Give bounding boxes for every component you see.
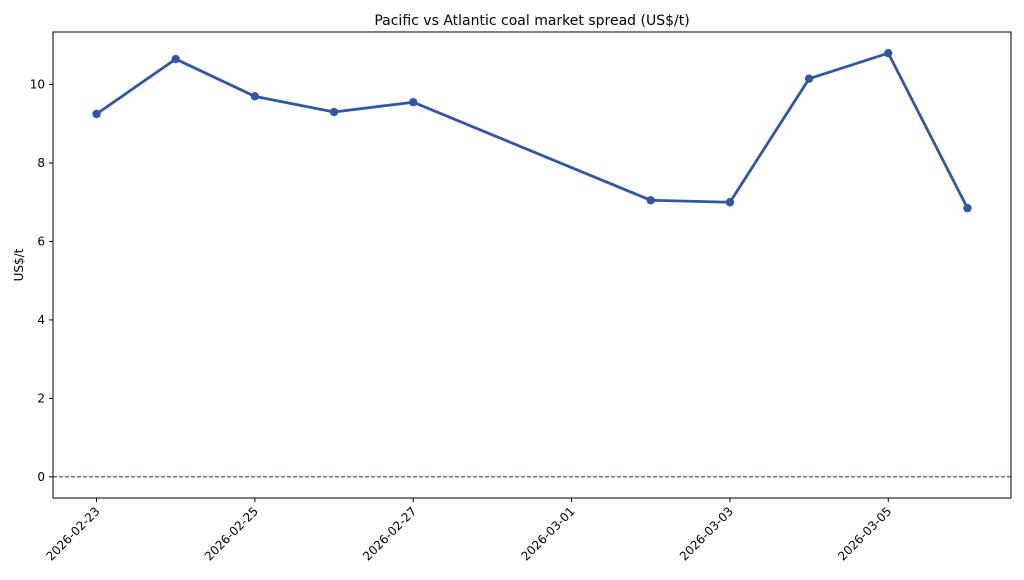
- y-tick-label: 10: [30, 78, 45, 92]
- y-tick-label: 6: [37, 234, 45, 248]
- data-point-2026-02-23: [92, 109, 101, 119]
- x-tick-label: 2026-03-03: [677, 504, 736, 563]
- y-axis: 0 2 4 6 8 10: [30, 78, 53, 484]
- chart-title: Pacific vs Atlantic coal market spread (…: [374, 13, 689, 29]
- data-point-2026-03-04: [804, 74, 814, 83]
- data-point-2026-02-26: [329, 107, 339, 117]
- data-point-2026-02-24: [171, 54, 180, 64]
- series-line: [95, 51, 969, 209]
- data-point-2026-02-25: [250, 92, 260, 101]
- y-tick-label: 4: [37, 313, 45, 327]
- x-tick-label: 2026-02-27: [360, 504, 419, 563]
- series-spread: [92, 48, 972, 213]
- x-tick-label: 2026-03-01: [518, 504, 577, 563]
- y-tick-label: 0: [37, 470, 45, 484]
- data-point-2026-03-03: [725, 198, 735, 207]
- y-axis-label: US$/t: [12, 248, 26, 281]
- x-tick-label: 2026-02-25: [202, 504, 261, 563]
- data-point-2026-03-05: [884, 48, 893, 58]
- x-tick-label: 2026-03-05: [835, 504, 894, 563]
- data-point-2026-03-02: [646, 196, 655, 205]
- data-point-2026-03-06: [963, 203, 972, 213]
- y-tick-label: 8: [37, 156, 45, 170]
- plot-frame: [52, 31, 1012, 499]
- data-point-2026-02-27: [409, 98, 418, 107]
- x-axis: 2026-02-23 2026-02-25 2026-02-27 2026-03-01…: [43, 498, 894, 563]
- x-tick-label: 2026-02-23: [43, 504, 102, 563]
- y-tick-label: 2: [37, 391, 45, 405]
